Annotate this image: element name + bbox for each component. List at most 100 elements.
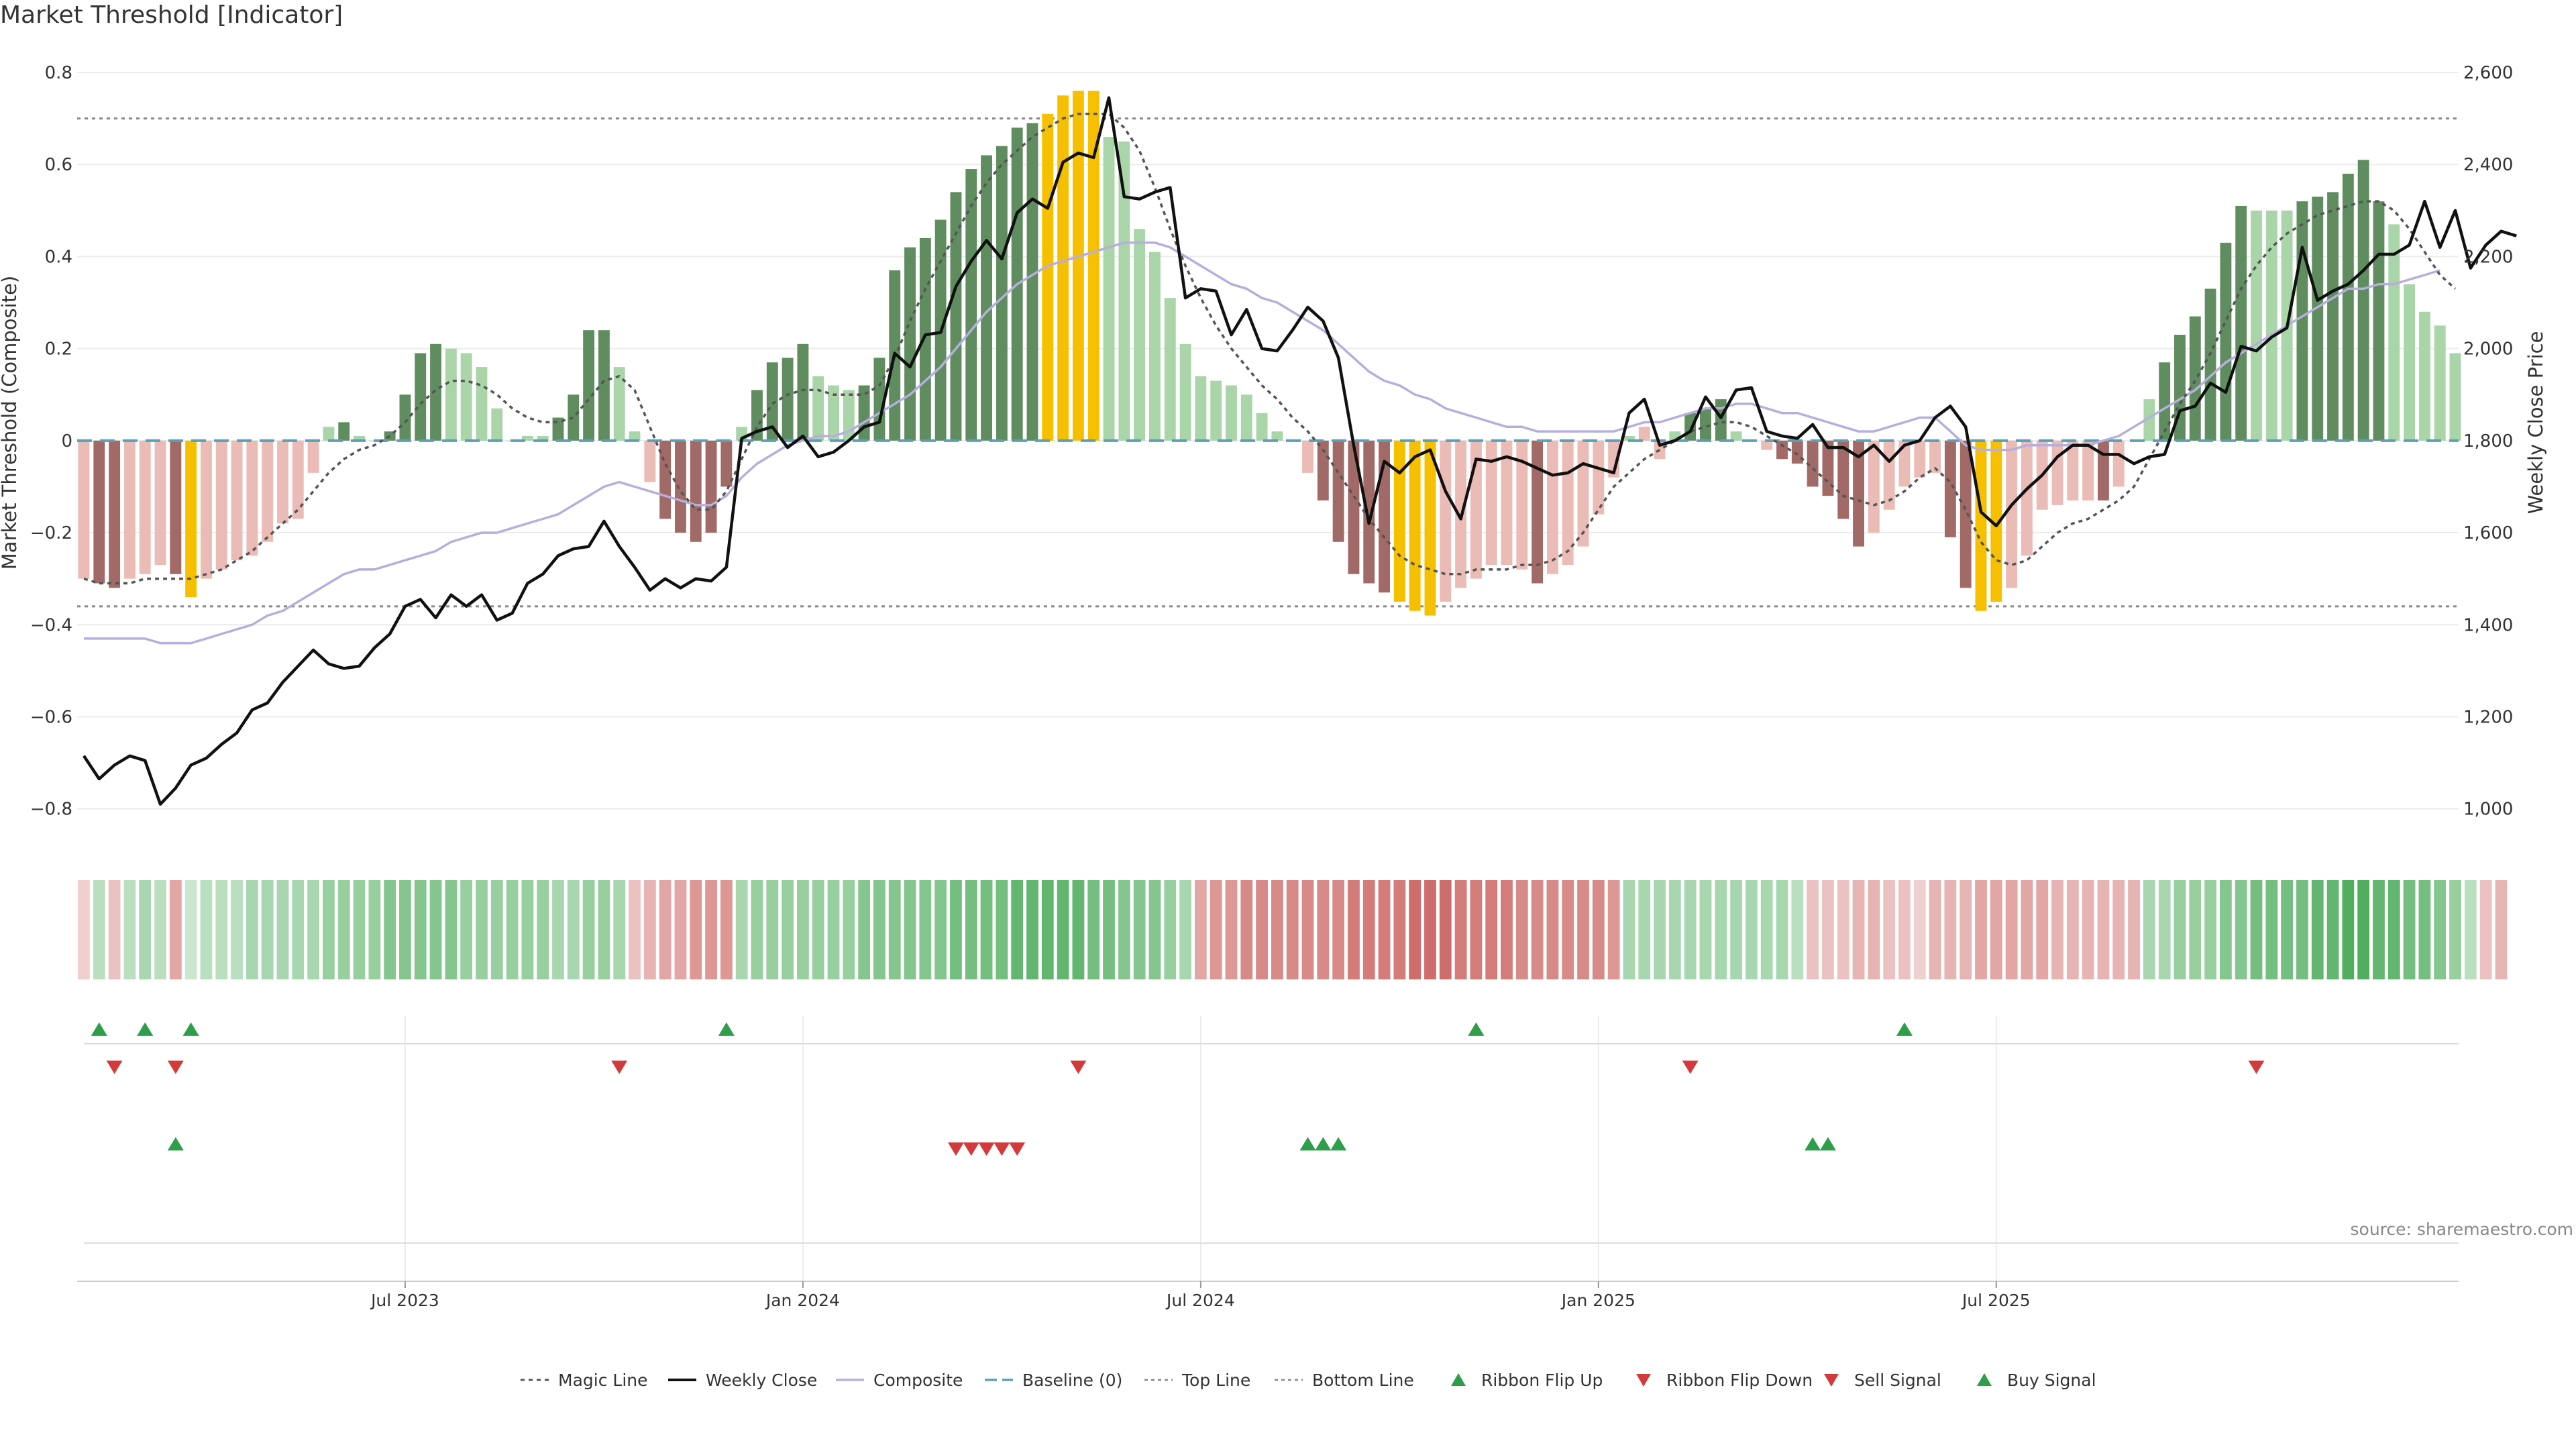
ribbon-cell bbox=[2220, 880, 2232, 979]
ribbon-cell bbox=[2158, 880, 2171, 979]
ribbon-cell bbox=[2097, 880, 2110, 979]
ribbon-cell bbox=[843, 880, 855, 979]
histogram-bars bbox=[78, 91, 2461, 616]
histogram-bar bbox=[2418, 311, 2430, 441]
ribbon-cell bbox=[812, 880, 824, 979]
ribbon-cell bbox=[1730, 880, 1742, 979]
histogram-bar bbox=[613, 367, 625, 441]
ribbon-cell bbox=[353, 880, 366, 979]
histogram-bar bbox=[644, 440, 656, 482]
histogram-bar bbox=[2449, 353, 2461, 441]
ribbon-flip-down-marker bbox=[106, 1061, 123, 1074]
histogram-bar bbox=[2082, 440, 2094, 501]
histogram-bar bbox=[2357, 160, 2369, 441]
ribbon-cell bbox=[1975, 880, 1987, 979]
histogram-bar bbox=[1532, 440, 1544, 584]
ribbon-cell bbox=[200, 880, 213, 979]
right-axis-label: Weekly Close Price bbox=[2524, 331, 2547, 515]
histogram-bar bbox=[1623, 435, 1635, 441]
histogram-bar bbox=[2021, 440, 2033, 556]
ribbon-cell bbox=[1852, 880, 1865, 979]
ribbon-cell bbox=[2189, 880, 2202, 979]
ribbon-cell bbox=[858, 880, 871, 979]
ribbon-flip-up-marker bbox=[182, 1022, 199, 1036]
histogram-bar bbox=[1440, 440, 1452, 602]
histogram-bar bbox=[583, 330, 595, 441]
histogram-bar bbox=[2235, 205, 2247, 441]
ribbon-cell bbox=[2036, 880, 2049, 979]
histogram-bar bbox=[1822, 440, 1834, 496]
ribbon-cell bbox=[766, 880, 779, 979]
buy-signal-marker bbox=[1330, 1137, 1347, 1150]
ribbon-cell bbox=[384, 880, 396, 979]
ribbon-cell bbox=[1501, 880, 1513, 979]
ribbon-cell bbox=[1210, 880, 1222, 979]
histogram-bar bbox=[1256, 413, 1268, 441]
ribbon-cell bbox=[1362, 880, 1375, 979]
histogram-bar bbox=[2265, 210, 2277, 441]
histogram-bar bbox=[2143, 399, 2155, 441]
ribbon-cell bbox=[399, 880, 411, 979]
ribbon-cell bbox=[1715, 880, 1727, 979]
histogram-bar bbox=[1195, 376, 1207, 441]
ribbon-cell bbox=[2357, 880, 2370, 979]
series-lines bbox=[77, 96, 2517, 806]
histogram-bar bbox=[1057, 95, 1069, 441]
ribbon-cell bbox=[1118, 880, 1130, 979]
x-axis-ticks: Jul 2023 Jan 2024 Jul 2024 Jan 2025 Jul 2025 bbox=[370, 1281, 2031, 1310]
ribbon-flip-down-marker bbox=[1070, 1061, 1087, 1074]
histogram-bar bbox=[1715, 399, 1727, 441]
left-axis-ticks: 0.8 0.6 0.4 0.2 0 −0.2 −0.4 −0.6 −0.8 bbox=[30, 63, 72, 820]
histogram-bar bbox=[1975, 440, 1987, 611]
ribbon-cell bbox=[215, 880, 228, 979]
ribbon-cell bbox=[231, 880, 243, 979]
histogram-bar bbox=[139, 440, 151, 574]
ribbon-cell bbox=[827, 880, 840, 979]
x-tick-label: Jan 2024 bbox=[765, 1291, 840, 1310]
legend-label: Sell Signal bbox=[1854, 1371, 1941, 1390]
ribbon-cell bbox=[307, 880, 319, 979]
sell-signal-marker bbox=[978, 1142, 995, 1156]
histogram-bar bbox=[2296, 201, 2308, 441]
ribbon-cell bbox=[1562, 880, 1574, 979]
ribbon-cell bbox=[1822, 880, 1834, 979]
histogram-bar bbox=[2189, 316, 2201, 441]
ribbon-cell bbox=[1378, 880, 1391, 979]
source-note: source: sharemaestro.com bbox=[2350, 1220, 2574, 1239]
histogram-bar bbox=[568, 394, 580, 441]
histogram-bar bbox=[2051, 440, 2063, 505]
histogram-bar bbox=[751, 390, 763, 441]
ribbon-cell bbox=[154, 880, 166, 979]
ribbon-cell bbox=[598, 880, 610, 979]
histogram-bar bbox=[766, 362, 778, 441]
histogram-bar bbox=[1684, 413, 1697, 441]
ribbon-cell bbox=[1072, 880, 1085, 979]
x-tick-label: Jul 2025 bbox=[1961, 1291, 2031, 1310]
ribbon-cell bbox=[2326, 880, 2339, 979]
buy-signal-marker bbox=[1805, 1137, 1821, 1150]
histogram-bar bbox=[690, 440, 702, 542]
ribbon-cell bbox=[2296, 880, 2308, 979]
histogram-bar bbox=[1042, 113, 1054, 441]
ribbon-cell bbox=[1607, 880, 1620, 979]
histogram-bar bbox=[231, 440, 243, 561]
histogram-bar bbox=[430, 343, 441, 441]
histogram-bar bbox=[1302, 440, 1313, 473]
ribbon-cell bbox=[1868, 880, 1880, 979]
histogram-bar bbox=[812, 376, 824, 441]
histogram-bar bbox=[1393, 440, 1405, 602]
ribbon-cell bbox=[1348, 880, 1360, 979]
ribbon-cell bbox=[2418, 880, 2431, 979]
histogram-bar bbox=[1149, 252, 1161, 441]
ribbon-flip-down-marker bbox=[611, 1061, 628, 1074]
ribbon-cell bbox=[2005, 880, 2018, 979]
left-tick-label: −0.2 bbox=[30, 523, 72, 543]
ribbon-cell bbox=[1531, 880, 1544, 979]
histogram-bar bbox=[2159, 362, 2171, 441]
ribbon-cell bbox=[337, 880, 350, 979]
histogram-bar bbox=[1348, 440, 1360, 574]
ribbon-cell bbox=[2387, 880, 2400, 979]
right-axis-ticks: 2,600 2,400 2,200 2,000 1,800 1,600 1,400 1,200… bbox=[2463, 63, 2513, 820]
histogram-bar bbox=[950, 192, 962, 441]
